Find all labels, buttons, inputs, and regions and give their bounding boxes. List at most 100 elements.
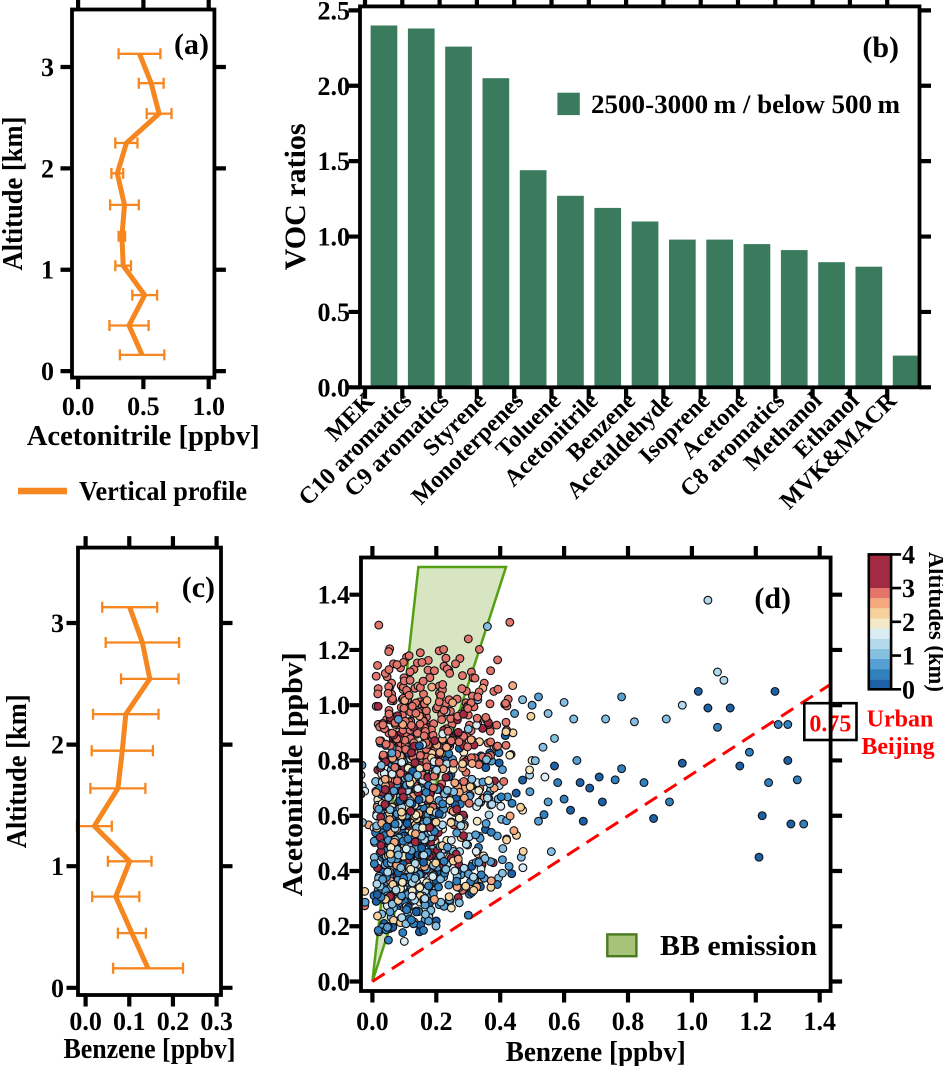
colorbar-band [868,658,892,670]
data-point [550,761,559,771]
data-point [415,883,425,893]
panel-a-ticks [60,0,226,390]
x-tick-label: 1.2 [740,1007,773,1036]
data-point [569,714,579,724]
data-point [481,712,491,722]
panel-a: 0.0 0.5 1.0 0 1 2 3 Acetonitrile [ppbv] Altitude… [0,28,260,452]
data-point [453,854,463,864]
data-point [538,742,548,752]
data-point [486,666,496,676]
data-point [382,922,392,932]
data-point [419,850,429,860]
y-tick-label: 0.5 [318,298,351,327]
data-point [404,651,414,661]
data-point [509,826,519,836]
data-point [493,655,503,665]
data-point [424,881,434,891]
x-axis-label: Benzene [ppbv] [506,1037,686,1066]
data-point [413,784,423,794]
data-point [405,675,415,685]
data-point [463,704,473,713]
data-point [498,844,508,854]
y-tick-label: 1.2 [318,636,351,665]
data-point [474,786,484,796]
data-point [799,819,809,829]
data-point [482,755,491,765]
data-point [661,714,671,724]
data-point [407,701,417,711]
data-point [399,703,409,713]
colorbar-band [868,554,892,589]
data-point [454,898,464,908]
y-tick-label: 2.5 [318,0,351,25]
data-point [397,807,406,817]
data-point [376,760,386,770]
data-point [617,692,627,702]
data-point [446,818,456,828]
data-point [393,714,403,724]
colorbar-ticks [891,553,902,691]
y-tick-label: 1.4 [318,581,351,610]
data-point [783,720,793,729]
data-point [501,717,511,727]
data-point [411,708,421,718]
y-axis-label: Acetonitrile [ppbv] [277,652,309,896]
data-point [501,727,511,737]
data-point [463,634,473,644]
x-axis-label: Acetonitrile [ppbv] [27,420,260,452]
panel-d-box [359,555,833,993]
data-point [410,758,420,768]
data-point [378,875,388,884]
data-point [406,748,416,758]
data-point [369,859,379,869]
y-tick-label: 0.4 [318,857,351,886]
data-point [468,872,478,882]
x-tick-label: 0.4 [484,1007,517,1036]
data-point [404,773,414,783]
legend-voc-ratio: 2500-3000 m / below 500 m [557,90,900,119]
data-point [499,777,509,786]
data-point [372,890,382,899]
data-point [459,863,469,873]
data-point [486,737,496,747]
data-point [783,756,793,765]
y-tick-label: 0 [41,357,54,386]
panel-b-ticklabels: 0.0 0.5 1.0 1.5 2.0 2.5 [318,0,351,402]
data-point [474,857,484,867]
data-point [585,783,595,793]
data-point [719,675,729,685]
data-point [422,696,432,705]
panel-label: (c) [182,571,215,604]
data-point [403,834,413,844]
data-point [525,787,535,797]
data-point [419,857,428,867]
data-point [439,705,449,715]
x-tick-label: 0.1 [113,1007,146,1036]
bar-styrene [482,78,510,388]
legend-label: Vertical profile [79,476,247,506]
panel-label: (a) [174,28,209,61]
data-point [374,620,384,630]
data-point [757,811,767,821]
data-point [443,842,452,852]
data-point [444,892,454,902]
data-point [493,741,503,751]
data-point [508,681,518,691]
data-point [439,856,449,866]
data-point [441,653,451,663]
data-point [459,777,469,786]
data-point [482,622,492,631]
colorbar-tick-label: 4 [902,540,915,569]
data-point [467,759,477,768]
x-tick-label: 0.6 [548,1007,581,1036]
data-point [463,742,473,752]
data-point [497,765,507,775]
data-point [442,742,451,752]
data-point [402,905,412,915]
data-point [480,854,490,863]
legend-label: BB emission [660,930,817,962]
scatter-points [361,595,809,946]
data-point [518,863,528,873]
colorbar: 0 1 2 3 4 Altitudes (km) [867,540,943,704]
data-point [392,660,402,670]
